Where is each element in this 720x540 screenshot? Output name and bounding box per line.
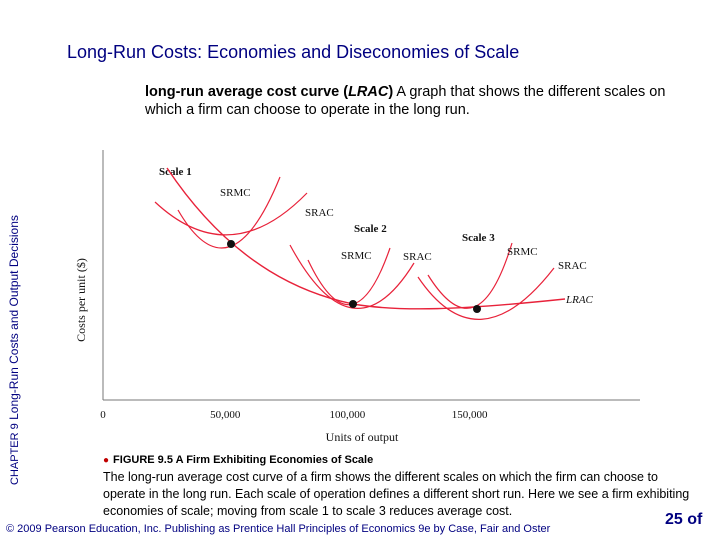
srmc-scale-2-label: SRMC <box>341 250 372 262</box>
x-axis-label: Units of output <box>326 430 399 444</box>
chapter-number: CHAPTER 9 <box>9 423 21 485</box>
chapter-side-label: CHAPTER 9 Long-Run Costs and Output Deci… <box>5 145 23 485</box>
figure-caption: ● FIGURE 9.5 A Firm Exhibiting Economies … <box>103 451 703 520</box>
lrac-label: LRAC <box>565 294 594 306</box>
figure-caption-text: The long-run average cost curve of a fir… <box>103 470 690 518</box>
srac-scale-3-curve <box>417 267 555 320</box>
srac-scale-3-label: SRAC <box>558 260 587 272</box>
x-tick-label-2: 100,000 <box>330 409 366 421</box>
srmc-scale-1-label: SRMC <box>220 187 251 199</box>
min-point-scale-1 <box>227 240 235 248</box>
page-number: 25 of <box>665 511 703 528</box>
figure-heading: FIGURE 9.5 A Firm Exhibiting Economies o… <box>113 454 374 466</box>
x-tick-label-3: 150,000 <box>452 409 488 421</box>
x-tick-labels: 0 50,000 100,000 150,000 <box>100 409 488 421</box>
scale-3-label: Scale 3 <box>462 232 495 244</box>
min-point-scale-3 <box>473 305 481 313</box>
chapter-title: Long-Run Costs and Output Decisions <box>7 215 21 420</box>
x-tick-label-1: 50,000 <box>210 409 241 421</box>
definition-term: long-run average cost curve ( <box>145 84 349 100</box>
srac-scale-1-label: SRAC <box>305 207 334 219</box>
min-point-scale-2 <box>349 300 357 308</box>
definition-close: ) <box>388 84 394 100</box>
lrac-chart: Costs per unit ($) Units of output 0 50,0… <box>74 150 640 444</box>
copyright-footer: © 2009 Pearson Education, Inc. Publishin… <box>6 523 551 535</box>
srac-scale-1-curve <box>154 192 308 236</box>
slide-title: Long-Run Costs: Economies and Diseconomi… <box>67 42 520 62</box>
srac-scale-2-label: SRAC <box>403 251 432 263</box>
definition-text: A graph that shows the different scales … <box>145 84 666 118</box>
caption-bullet-icon: ● <box>103 455 110 466</box>
definition-abbr: LRAC <box>348 84 389 100</box>
srmc-scale-3-curve <box>427 242 513 309</box>
lrac-definition: long-run average cost curve (LRAC) A gra… <box>145 83 685 119</box>
x-tick-label-0: 0 <box>100 409 106 421</box>
srmc-scale-3-label: SRMC <box>507 246 538 258</box>
scale-2-label: Scale 2 <box>354 223 387 235</box>
scale-1-label: Scale 1 <box>159 166 192 178</box>
y-axis-label: Costs per unit ($) <box>74 258 88 342</box>
